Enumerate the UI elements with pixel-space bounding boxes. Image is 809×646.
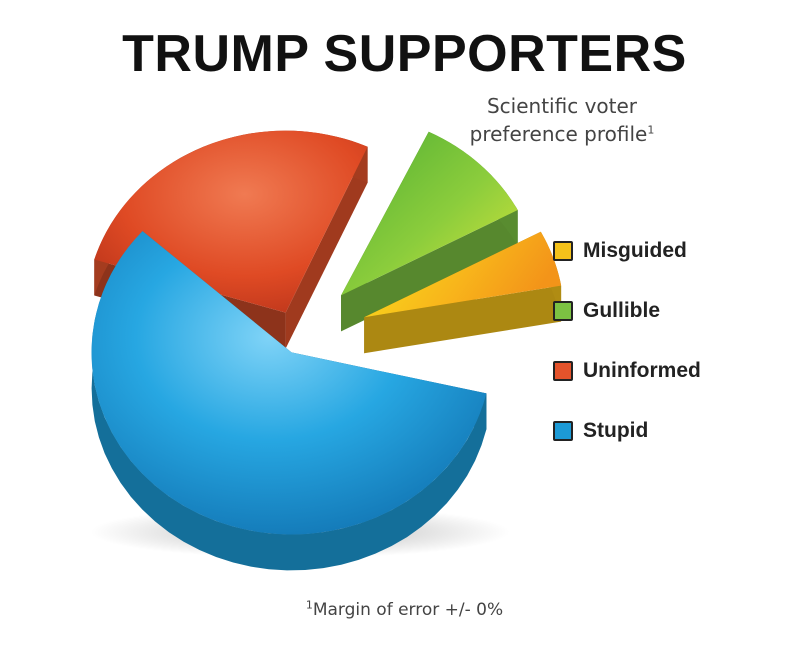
footnote-mark: 1: [305, 598, 313, 612]
pie-slice-misguided: [364, 231, 562, 354]
legend-item-stupid: Stupid: [553, 416, 783, 446]
legend-swatch-stupid: [553, 421, 573, 441]
pie-slice-gullible-top: [341, 131, 518, 296]
legend-label-uninformed: Uninformed: [583, 359, 701, 382]
chart-title: TRUMP SUPPORTERS: [122, 25, 687, 83]
legend-item-gullible: Gullible: [553, 296, 783, 326]
pie-slice-misguided-wall-end: [364, 285, 562, 354]
legend-swatch-misguided: [553, 241, 573, 261]
legend-label-misguided: Misguided: [583, 239, 687, 262]
footnote-text: Margin of error +/- 0%: [312, 600, 504, 620]
legend-label-stupid: Stupid: [583, 419, 649, 442]
legend-item-uninformed: Uninformed: [553, 356, 783, 386]
legend-swatch-uninformed: [553, 361, 573, 381]
pie-slice-gullible-wall-end: [341, 210, 518, 332]
pie-slice-misguided-top: [364, 231, 562, 318]
chart-subtitle: Scientific voter preference profile1: [452, 92, 672, 148]
legend-swatch-gullible: [553, 301, 573, 321]
pie-slices: [91, 130, 562, 571]
legend-label-gullible: Gullible: [583, 299, 661, 322]
pie-slice-stupid-top: [91, 231, 487, 535]
footnote: 1Margin of error +/- 0%: [0, 598, 809, 620]
legend-item-misguided: Misguided: [553, 236, 783, 266]
subtitle-footnote-mark: 1: [647, 123, 655, 137]
legend: Misguided Gullible Uninformed Stupid: [553, 236, 783, 476]
subtitle-text: Scientific voter preference profile: [469, 94, 648, 146]
pie-slice-uninformed-wall-end: [285, 146, 368, 349]
pie-slice-gullible: [341, 131, 518, 332]
pie-slice-stupid: [91, 231, 487, 571]
